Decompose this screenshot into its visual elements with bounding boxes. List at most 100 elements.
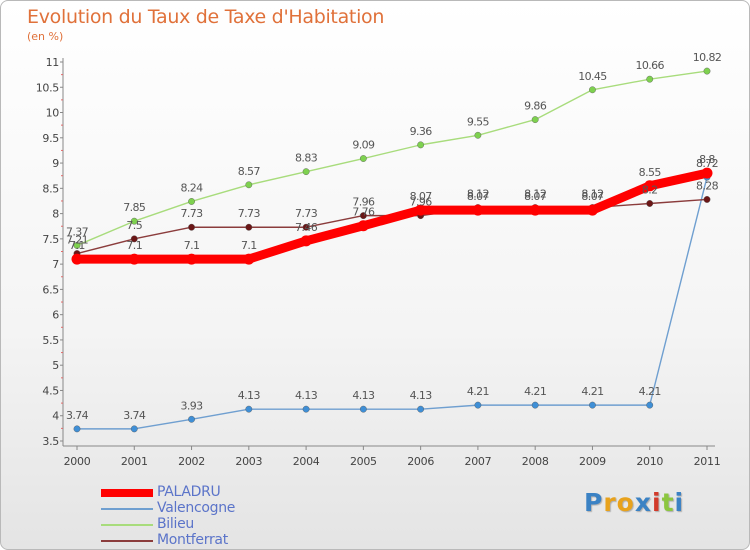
data-point xyxy=(644,180,656,192)
logo-letter: i xyxy=(652,488,662,517)
data-point xyxy=(359,405,367,413)
data-label: 7.96 xyxy=(352,196,375,209)
data-label: 3.93 xyxy=(180,399,203,412)
data-label: 4.13 xyxy=(410,389,433,402)
y-tick-label: 4 xyxy=(52,410,59,423)
logo-letter: P xyxy=(584,488,604,517)
series-labels: 7.37 7.85 8.24 8.57 8.83 9.09 9.36 9.55 9.86 10.4… xyxy=(66,51,722,422)
data-point xyxy=(302,405,310,413)
data-point xyxy=(474,131,482,139)
data-point xyxy=(245,405,253,413)
data-point xyxy=(245,223,253,231)
data-point xyxy=(531,401,539,409)
data-point xyxy=(302,168,310,176)
logo-letter: r xyxy=(603,488,617,517)
x-tick-label: 2005 xyxy=(350,455,377,468)
y-tick-label: 11 xyxy=(46,56,59,69)
logo-letter: o xyxy=(616,488,635,517)
data-label: 3.74 xyxy=(123,409,146,422)
data-point xyxy=(646,200,654,207)
data-label: 8.12 xyxy=(581,188,603,201)
data-point xyxy=(73,425,81,433)
data-point xyxy=(302,223,310,231)
data-point xyxy=(529,204,541,216)
y-tick-label: 5.5 xyxy=(42,334,59,347)
data-point xyxy=(245,181,253,189)
proxiti-logo: Proxiti xyxy=(584,488,684,517)
series-line xyxy=(76,70,708,247)
data-label: 7.96 xyxy=(410,196,433,209)
data-label: 7.1 xyxy=(184,239,200,252)
data-point xyxy=(474,401,482,409)
y-tick-label: 6 xyxy=(52,309,59,322)
data-label: 8.72 xyxy=(696,157,718,170)
legend-label: Montferrat xyxy=(157,532,228,548)
legend-label: Valencogne xyxy=(157,500,236,516)
data-point xyxy=(589,86,596,94)
data-label: 4.21 xyxy=(467,385,489,398)
x-tick-label: 2011 xyxy=(694,455,721,468)
data-point xyxy=(472,204,484,216)
data-label: 8.28 xyxy=(696,179,719,192)
data-point xyxy=(130,425,138,433)
x-tick-label: 2004 xyxy=(293,455,320,468)
data-point xyxy=(188,223,195,231)
series-lines xyxy=(72,70,712,430)
data-label: 9.55 xyxy=(467,115,490,128)
data-label: 4.21 xyxy=(639,385,661,398)
y-tick-label: 9.5 xyxy=(42,132,59,145)
data-label: 10.82 xyxy=(693,51,722,64)
data-label: 7.46 xyxy=(295,221,318,234)
x-tick-label: 2003 xyxy=(235,455,262,468)
data-label: 7.1 xyxy=(69,239,85,252)
y-tick-label: 3.5 xyxy=(42,435,59,448)
data-label: 7.85 xyxy=(123,201,146,214)
x-tick-label: 2009 xyxy=(579,455,606,468)
data-point xyxy=(359,155,367,162)
data-label: 7.73 xyxy=(238,207,261,220)
data-label: 10.66 xyxy=(635,59,664,72)
data-label: 7.37 xyxy=(66,225,89,238)
logo-letter: i xyxy=(674,488,685,517)
data-point xyxy=(130,235,138,243)
data-point xyxy=(130,217,138,225)
data-label: 8.07 xyxy=(467,190,490,203)
data-point xyxy=(188,198,195,205)
chart-subtitle: (en %) xyxy=(27,30,64,43)
data-point xyxy=(243,253,255,265)
x-tick-label: 2007 xyxy=(465,455,492,468)
legend-label: Bilieu xyxy=(157,516,194,532)
data-label: 8.55 xyxy=(639,166,662,179)
series-line xyxy=(72,168,712,264)
data-point xyxy=(646,75,654,83)
data-point xyxy=(531,116,539,124)
series-line xyxy=(76,198,708,255)
data-label: 7.1 xyxy=(241,239,257,252)
data-point xyxy=(586,204,598,216)
x-tick-label: 2000 xyxy=(64,455,91,468)
x-tick-label: 2002 xyxy=(178,455,205,468)
y-tick-label: 6.5 xyxy=(42,283,59,296)
data-label: 8.83 xyxy=(295,152,318,165)
y-tick-label: 4.5 xyxy=(42,384,59,397)
data-label: 4.13 xyxy=(238,389,261,402)
data-label: 8.07 xyxy=(524,190,547,203)
data-point xyxy=(417,141,425,149)
data-point xyxy=(703,67,711,75)
legend-label: PALADRU xyxy=(157,484,221,500)
data-point xyxy=(417,405,425,413)
x-tick-label: 2010 xyxy=(636,455,663,468)
data-point xyxy=(71,253,83,265)
data-point xyxy=(703,196,711,203)
data-label: 8.07 xyxy=(410,190,433,203)
data-label: 8.12 xyxy=(467,188,489,201)
data-point xyxy=(646,401,654,409)
chart-title: Evolution du Taux de Taxe d'Habitation xyxy=(27,6,385,28)
data-label: 8.07 xyxy=(581,190,604,203)
data-label: 9.09 xyxy=(352,139,375,152)
data-label: 9.36 xyxy=(410,125,433,138)
x-tick-label: 2006 xyxy=(407,455,434,468)
legend-swatch xyxy=(101,489,153,497)
